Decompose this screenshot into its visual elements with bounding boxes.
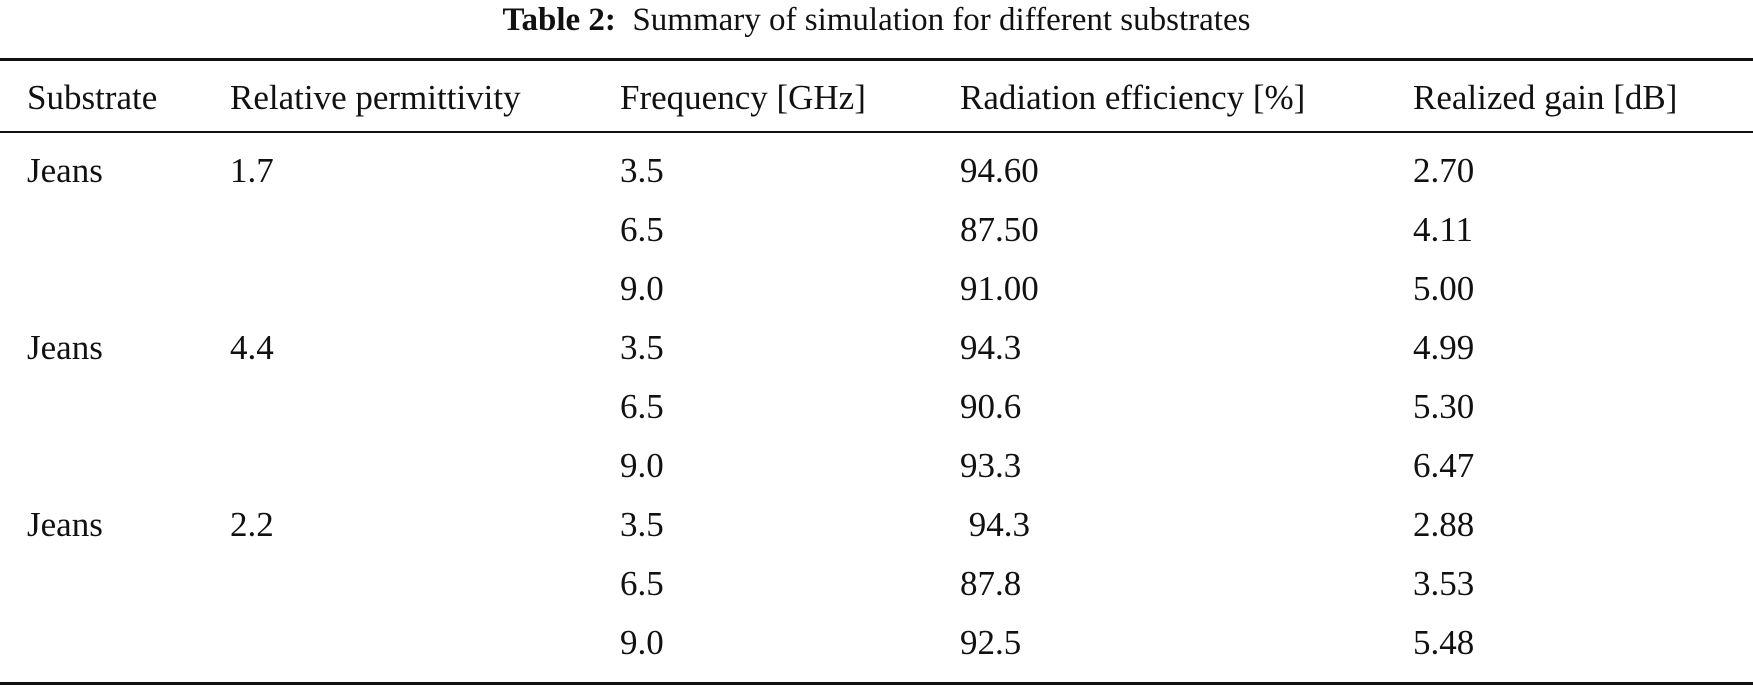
- cell-efficiency: 87.8: [960, 564, 1022, 603]
- cell-efficiency: 93.3: [960, 446, 1022, 485]
- cell-frequency: 3.5: [620, 328, 664, 367]
- cell-frequency: 9.0: [620, 269, 664, 308]
- cell-permittivity: 1.7: [230, 151, 274, 190]
- cell-efficiency: 91.00: [960, 269, 1039, 308]
- header-relative-permittivity: Relative permittivity: [230, 78, 521, 117]
- table-row: Jeans 4.4 3.5 94.3 4.99: [0, 318, 1753, 378]
- header-realized-gain: Realized gain [dB]: [1413, 78, 1678, 117]
- top-rule: [0, 58, 1753, 61]
- cell-substrate: Jeans: [27, 328, 103, 367]
- cell-frequency: 6.5: [620, 564, 664, 603]
- caption-label: Table 2:: [502, 2, 616, 38]
- bottom-rule: [0, 682, 1753, 685]
- header-substrate: Substrate: [27, 78, 158, 117]
- header-frequency: Frequency [GHz]: [620, 78, 866, 117]
- table-caption: Table 2: Summary of simulation for diffe…: [0, 0, 1753, 48]
- table-row: 9.0 91.00 5.00: [0, 259, 1753, 319]
- table-row: 9.0 92.5 5.48: [0, 613, 1753, 673]
- cell-substrate: Jeans: [27, 505, 103, 544]
- cell-permittivity: 4.4: [230, 328, 274, 367]
- cell-efficiency: 94.3: [960, 505, 1030, 544]
- cell-permittivity: 2.2: [230, 505, 274, 544]
- cell-gain: 4.99: [1413, 328, 1475, 367]
- cell-gain: 6.47: [1413, 446, 1475, 485]
- header-rule: [0, 131, 1753, 133]
- cell-efficiency: 94.3: [960, 328, 1022, 367]
- header-radiation-efficiency: Radiation efficiency [%]: [960, 78, 1306, 117]
- table-row: 9.0 93.3 6.47: [0, 436, 1753, 496]
- cell-efficiency: 87.50: [960, 210, 1039, 249]
- cell-efficiency: 94.60: [960, 151, 1039, 190]
- cell-gain: 5.00: [1413, 269, 1475, 308]
- cell-frequency: 6.5: [620, 387, 664, 426]
- cell-gain: 2.88: [1413, 505, 1475, 544]
- caption-text: Summary of simulation for different subs…: [632, 2, 1251, 38]
- cell-gain: 2.70: [1413, 151, 1475, 190]
- table-row: 6.5 87.50 4.11: [0, 200, 1753, 260]
- table-row: 6.5 90.6 5.30: [0, 377, 1753, 437]
- cell-gain: 5.48: [1413, 623, 1475, 662]
- cell-substrate: Jeans: [27, 151, 103, 190]
- cell-frequency: 3.5: [620, 151, 664, 190]
- table-row: Jeans 2.2 3.5 94.3 2.88: [0, 495, 1753, 555]
- table-header-row: Substrate Relative permittivity Frequenc…: [0, 68, 1753, 128]
- table-row: Jeans 1.7 3.5 94.60 2.70: [0, 141, 1753, 201]
- cell-gain: 4.11: [1413, 210, 1473, 249]
- cell-efficiency: 92.5: [960, 623, 1022, 662]
- cell-frequency: 6.5: [620, 210, 664, 249]
- cell-frequency: 3.5: [620, 505, 664, 544]
- cell-frequency: 9.0: [620, 623, 664, 662]
- cell-efficiency: 90.6: [960, 387, 1022, 426]
- cell-frequency: 9.0: [620, 446, 664, 485]
- cell-gain: 5.30: [1413, 387, 1475, 426]
- table-row: 6.5 87.8 3.53: [0, 554, 1753, 614]
- cell-gain: 3.53: [1413, 564, 1475, 603]
